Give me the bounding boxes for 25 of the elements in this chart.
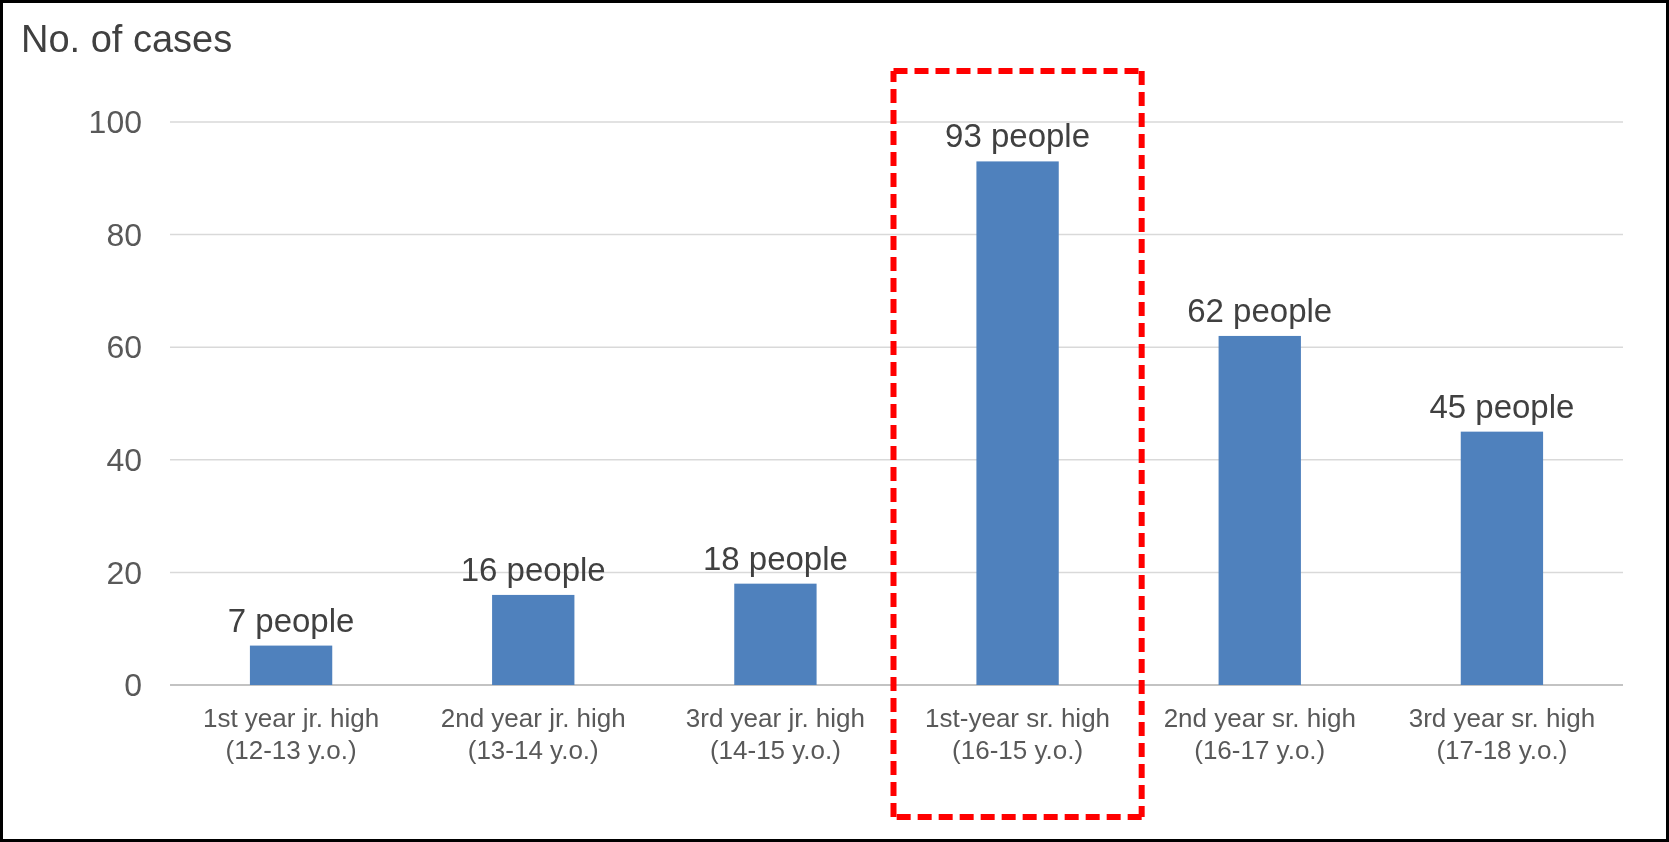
y-tick-label: 100 xyxy=(88,104,142,141)
bar xyxy=(1460,431,1544,685)
bar xyxy=(492,594,575,685)
bar xyxy=(734,583,817,685)
data-label: 18 people xyxy=(702,539,848,577)
x-tick-label: 2nd year sr. high (16-17 y.o.) xyxy=(1163,703,1356,765)
x-tick-label: 3rd year jr. high (14-15 y.o.) xyxy=(685,703,866,765)
data-label: 16 people xyxy=(460,550,606,588)
data-label: 62 people xyxy=(1187,291,1333,329)
data-label: 45 people xyxy=(1429,387,1575,425)
data-label: 7 people xyxy=(227,601,355,639)
x-tick-label: 2nd year jr. high (13-14 y.o.) xyxy=(440,703,626,765)
x-tick-label: 1st year jr. high (12-13 y.o.) xyxy=(202,703,380,765)
y-tick-label: 60 xyxy=(106,329,142,366)
x-tick-label: 1st-year sr. high (16-15 y.o.) xyxy=(925,703,1111,765)
y-tick-label: 20 xyxy=(106,554,142,591)
bar xyxy=(976,161,1059,685)
y-tick-label: 40 xyxy=(106,442,142,478)
x-tick-label: 3rd year sr. high (17-18 y.o.) xyxy=(1408,703,1596,765)
y-tick-label: 80 xyxy=(106,216,142,253)
data-label: 93 people xyxy=(945,117,1091,155)
bar xyxy=(249,645,333,685)
y-axis-title: No. of cases xyxy=(21,18,233,60)
bar xyxy=(1218,335,1301,685)
y-tick-label: 0 xyxy=(124,667,142,704)
